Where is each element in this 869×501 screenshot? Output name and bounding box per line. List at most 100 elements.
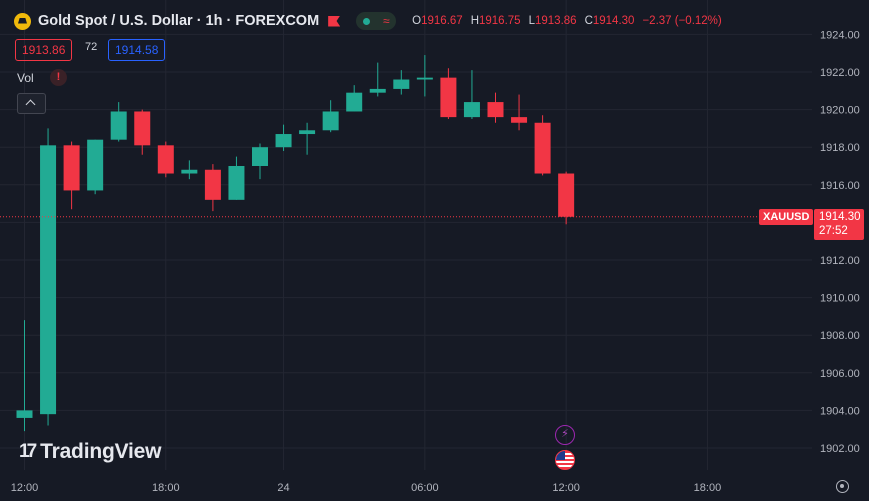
market-status-pill[interactable]: ≈ [356, 12, 397, 30]
candle-body [181, 169, 198, 174]
candle-body [63, 145, 80, 191]
tradingview-logo[interactable]: 17 TradingView [19, 440, 161, 464]
candle-up [299, 122, 316, 155]
candle-body [40, 145, 57, 415]
logo-text: TradingView [40, 440, 162, 463]
candle-up [393, 70, 410, 95]
ohlc-high-label: H [470, 15, 479, 27]
time-axis[interactable]: 12:00 18:00 24 06:00 12:00 18:00 [11, 482, 721, 494]
y-tick-label: 1902.00 [820, 443, 860, 455]
flag-icon[interactable] [328, 15, 341, 27]
volume-label[interactable]: Vol [17, 71, 34, 85]
candle-down [511, 94, 528, 131]
candle-up [181, 160, 198, 180]
symbol-price-tag: XAUUSD [759, 209, 814, 225]
candle-down [157, 141, 174, 178]
candle-up [416, 55, 433, 97]
candle-up [110, 102, 127, 142]
candle-body [204, 169, 221, 200]
candle-up [252, 143, 268, 180]
candle-up [369, 62, 386, 97]
ohlc-legend: O1916.67 H1916.75 L1913.86 C1914.30 −2.3… [412, 15, 722, 27]
candle-body [134, 111, 151, 146]
candle-up [228, 156, 245, 200]
candle-down [134, 109, 151, 155]
candles [16, 55, 575, 432]
candle-body [299, 130, 316, 135]
gold-coin-icon [14, 12, 31, 30]
y-tick-label: 1910.00 [820, 293, 860, 305]
us-flag-event-icon[interactable] [555, 450, 575, 470]
candle-body [463, 102, 480, 118]
tradingview-logo-icon: 17 [19, 441, 37, 462]
candle-up [16, 320, 33, 432]
candle-body [487, 102, 504, 118]
ohlc-high-value: 1916.75 [479, 15, 521, 27]
candle-body [346, 92, 363, 112]
y-tick-label: 1908.00 [820, 330, 860, 342]
gear-icon[interactable] [836, 480, 849, 493]
candle-down [534, 115, 551, 176]
candle-body [275, 134, 292, 148]
y-tick-label: 1924.00 [820, 29, 860, 41]
candle-up [40, 128, 57, 426]
wave-icon: ≈ [382, 14, 390, 28]
candle-body [87, 139, 104, 191]
candle-body [511, 117, 528, 123]
collapse-indicators-button[interactable] [17, 93, 46, 114]
candle-up [275, 124, 292, 151]
sell-button[interactable]: 1913.86 [15, 39, 73, 61]
candle-up [346, 85, 363, 112]
y-tick-label: 1904.00 [820, 405, 860, 417]
candle-down [204, 164, 221, 212]
candle-body [322, 111, 339, 131]
warning-icon[interactable]: ! [50, 69, 67, 86]
candle-body [416, 77, 433, 80]
candle-body [110, 111, 127, 140]
market-open-dot-icon [362, 17, 370, 25]
x-tick-label: 06:00 [411, 482, 439, 494]
buy-button[interactable]: 1914.58 [108, 39, 166, 61]
x-tick-label: 12:00 [552, 482, 580, 494]
y-tick-label: 1920.00 [820, 105, 860, 117]
candle-up [87, 139, 104, 195]
x-tick-label: 18:00 [694, 482, 722, 494]
y-tick-label: 1912.00 [820, 255, 860, 267]
ohlc-open-value: 1916.67 [421, 15, 463, 27]
chart-header: Gold Spot / U.S. Dollar · 1h · FOREXCOM … [14, 9, 722, 33]
candle-up [463, 70, 480, 119]
candle-body [369, 88, 386, 93]
candle-down [440, 68, 457, 119]
candle-body [440, 77, 457, 118]
candle-body [393, 79, 410, 89]
ohlc-low-label: L [528, 15, 535, 27]
price-axis[interactable]: 1902.00 1904.00 1906.00 1908.00 1910.00 1912.… [820, 29, 860, 455]
candle-down [487, 92, 504, 123]
candle-down [63, 141, 80, 210]
candle-body [16, 410, 33, 418]
ohlc-close-label: C [584, 15, 593, 27]
candle-body [228, 166, 245, 200]
symbol-title[interactable]: Gold Spot / U.S. Dollar · 1h · FOREXCOM [38, 13, 320, 29]
ohlc-change: −2.37 (−0.12%) [642, 15, 722, 27]
y-tick-label: 1918.00 [820, 142, 860, 154]
ohlc-close-value: 1914.30 [592, 15, 635, 27]
x-tick-label: 24 [277, 482, 289, 494]
chart-grid [0, 0, 812, 470]
last-price-value: 1914.30 [819, 211, 861, 223]
candle-down [558, 171, 575, 225]
spread-value: 72 [85, 41, 98, 53]
lightning-event-icon[interactable]: ⚡ [555, 425, 575, 445]
y-tick-label: 1916.00 [820, 180, 860, 192]
candle-up [322, 100, 339, 133]
y-tick-label: 1922.00 [820, 67, 860, 79]
candle-body [252, 147, 268, 166]
ohlc-open-label: O [412, 15, 422, 27]
x-tick-label: 12:00 [11, 482, 39, 494]
candle-body [534, 122, 551, 174]
y-tick-label: 1906.00 [820, 368, 860, 380]
candle-body [157, 145, 174, 174]
last-price-tag: 1914.30 27:52 [814, 209, 864, 240]
bar-countdown: 27:52 [819, 225, 848, 237]
